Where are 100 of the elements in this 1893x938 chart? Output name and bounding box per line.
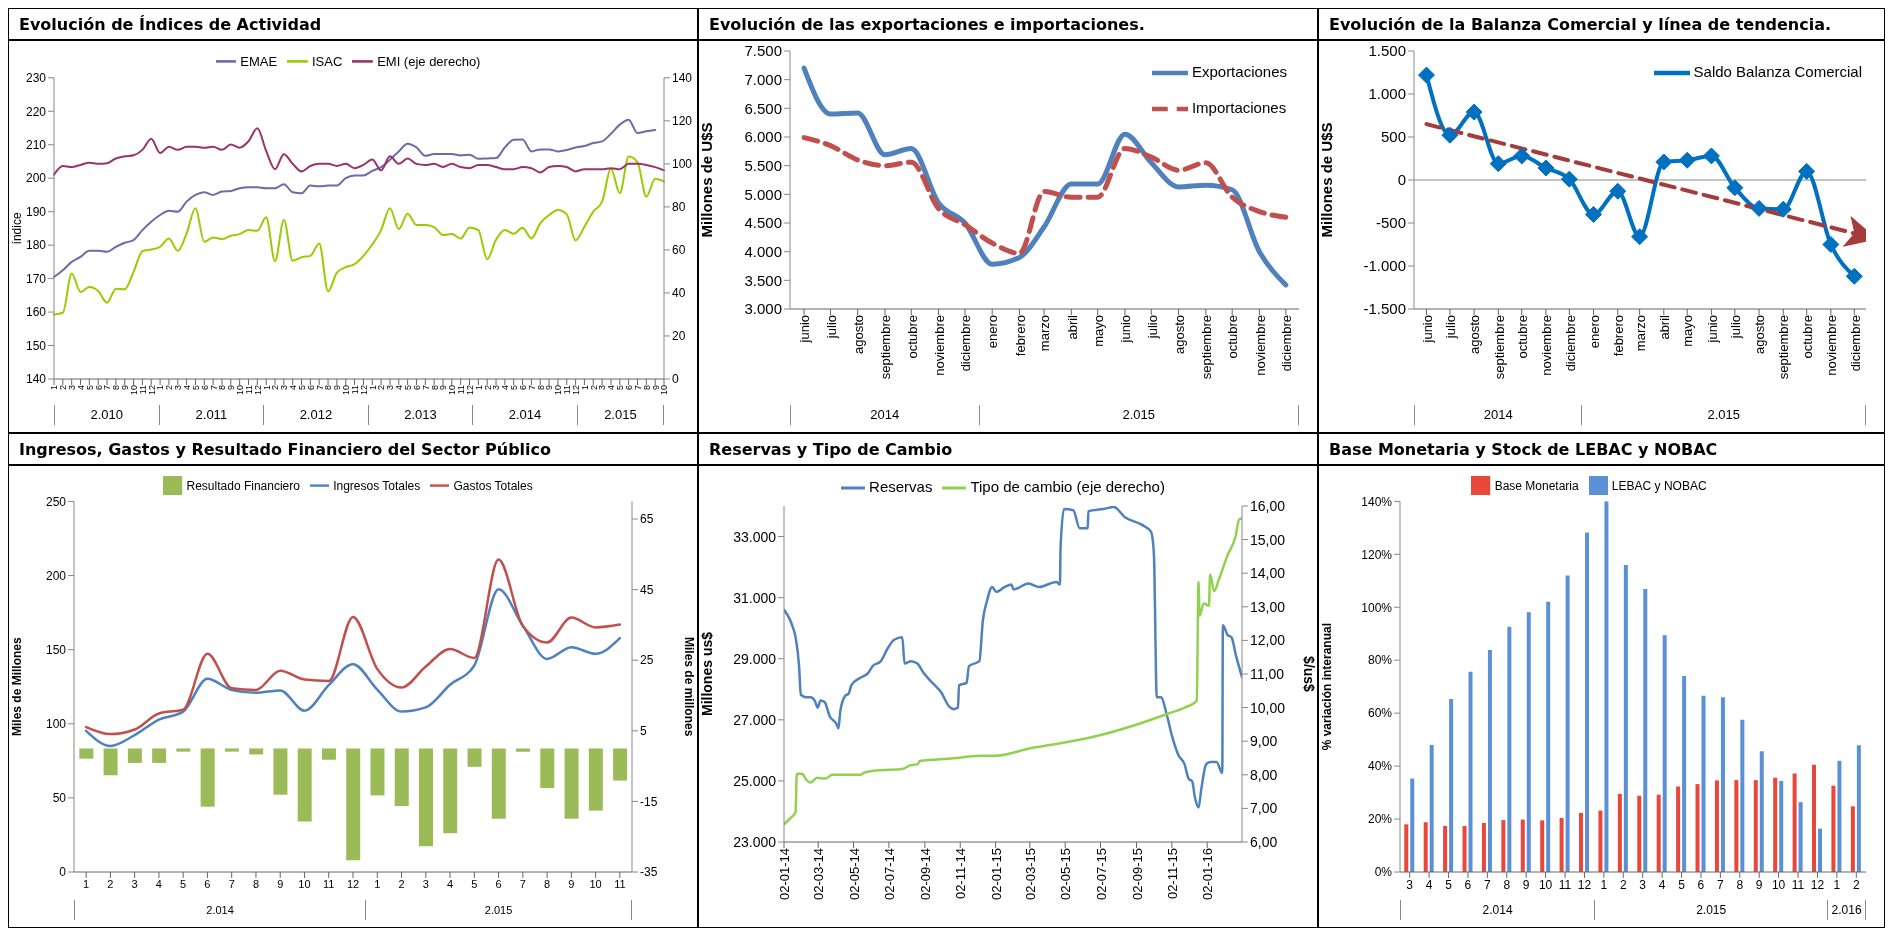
x-tick-label: 1 xyxy=(1600,877,1608,892)
x-tick-label: 1 xyxy=(367,385,378,391)
legend-label: Saldo Balanza Comercial xyxy=(1693,63,1862,81)
x-tick-label: 1 xyxy=(155,385,166,391)
x-tick-label: 4 xyxy=(75,385,86,391)
x-tick-label: enero xyxy=(985,315,1001,349)
x-tick-label: 2 xyxy=(588,385,599,391)
text: 2.016 xyxy=(1827,900,1866,920)
x-tick-label: 10 xyxy=(553,385,564,396)
x-tick-label: 12 xyxy=(1810,877,1825,892)
x-tick-label: julio xyxy=(1728,315,1744,340)
x-tick-label: 9 xyxy=(544,385,555,391)
x-tick-label: 8 xyxy=(544,877,551,890)
x-tick-label: junio xyxy=(797,315,813,344)
x-tick-label: 8 xyxy=(535,385,546,391)
x-tick-label: 11 xyxy=(562,385,573,395)
x-tick-label: 02-09-14 xyxy=(918,848,934,901)
x-tick-label: 7 xyxy=(519,877,526,890)
y-tick-label: 500 xyxy=(1380,128,1406,146)
y-axis-title: índice xyxy=(10,212,25,245)
y2-tick-label: 40 xyxy=(672,286,686,301)
x-tick-label: 11 xyxy=(1791,877,1805,892)
y-axis-title: Millones de U$S xyxy=(698,122,716,238)
y2-tick-label: 120 xyxy=(672,114,693,129)
x-tick-label: 10 xyxy=(1771,877,1786,892)
y-tick-label: 6.500 xyxy=(744,99,782,117)
text: 2.014 xyxy=(472,405,577,425)
x-tick-label: 7 xyxy=(632,385,643,391)
x-tick-label: 10 xyxy=(659,385,670,396)
x-tick-label: 3 xyxy=(131,877,138,890)
legend-label: EMAE xyxy=(240,53,278,69)
y-tick-label: 200 xyxy=(45,568,67,583)
x-tick-label: 6 xyxy=(495,877,502,890)
chart-title: Base Monetaria y Stock de LEBAC y NOBAC xyxy=(1319,434,1884,466)
y-tick-label: 0% xyxy=(1374,865,1393,880)
x-tick-label: noviembre xyxy=(1824,315,1840,376)
y-tick-label: 100 xyxy=(45,717,67,731)
y2-tick-label: 6,00 xyxy=(1250,833,1278,850)
x-tick-label: agosto xyxy=(1752,315,1768,355)
x-tick-label: 12 xyxy=(1577,877,1592,892)
x-tick-label: 11 xyxy=(1558,877,1572,892)
y2-tick-label: 11,00 xyxy=(1250,665,1285,682)
y-tick-label: 170 xyxy=(25,271,47,286)
x-tick-label: 5 xyxy=(180,877,187,890)
text: 2.011 xyxy=(158,405,264,425)
x-tick-label: 12 xyxy=(570,385,581,396)
y-tick-label: 160 xyxy=(25,305,47,320)
x-tick-label: julio xyxy=(823,315,839,340)
x-tick-label: 3 xyxy=(491,385,502,391)
y2-tick-label: 140 xyxy=(672,71,693,86)
x-tick-label: junio xyxy=(1704,315,1720,344)
x-tick-label: 7 xyxy=(420,385,431,391)
legend-label: Tipo de cambio (eje derecho) xyxy=(970,478,1165,496)
x-tick-label: 5 xyxy=(1678,877,1686,892)
y2-tick-label: 10,00 xyxy=(1250,699,1286,716)
y-tick-label: 33.000 xyxy=(733,528,777,545)
x-tick-label: 7 xyxy=(102,385,113,391)
x-tick-label: 3 xyxy=(597,385,608,391)
y-axis-title: Millones us$ xyxy=(698,631,715,717)
x-tick-label: 2 xyxy=(164,385,175,391)
x-tick-label: 10 xyxy=(128,385,139,396)
y-tick-label: 140% xyxy=(1361,494,1393,509)
x-tick-label: diciembre xyxy=(1847,315,1863,372)
y-tick-label: 210 xyxy=(25,137,47,152)
y2-tick-label: -35 xyxy=(640,865,658,880)
x-tick-label: abril xyxy=(1064,314,1080,340)
legend-label: Reservas xyxy=(869,478,933,496)
x-tick-label: 11 xyxy=(243,385,254,395)
x-tick-label: 5 xyxy=(190,385,201,391)
chart-title: Ingresos, Gastos y Resultado Financiero del Sector Público xyxy=(9,434,697,466)
x-tick-label: 2 xyxy=(1852,877,1860,892)
x-tick-label: 12 xyxy=(358,385,369,396)
x-tick-label: 6 xyxy=(204,877,211,890)
legend-label: LEBAC y NOBAC xyxy=(1611,479,1707,493)
x-tick-label: 4 xyxy=(606,385,617,391)
x-tick-label: 3 xyxy=(422,877,429,890)
x-tick-label: 9 xyxy=(650,385,661,391)
x-tick-label: 9 xyxy=(332,385,343,391)
x-tick-label: 6 xyxy=(411,385,422,391)
x-tick-label: 11 xyxy=(349,385,360,395)
x-tick-label: enero xyxy=(1586,315,1602,349)
x-tick-label: 5 xyxy=(509,385,520,391)
x-tick-label: 8 xyxy=(641,385,652,391)
x-tick-label: 4 xyxy=(288,385,299,391)
x-tick-label: 11 xyxy=(456,385,467,395)
text: 2.012 xyxy=(263,405,368,425)
legend-label: Importaciones xyxy=(1191,99,1287,117)
text: 2.015 xyxy=(365,900,632,920)
x-tick-label: 02-05-15 xyxy=(1058,848,1074,901)
text: 2.010 xyxy=(54,405,159,425)
x-tick-label: 10 xyxy=(589,877,602,890)
legend-label: Ingresos Totales xyxy=(333,479,421,493)
y2-tick-label: 15,00 xyxy=(1250,531,1286,548)
y-tick-label: 1.500 xyxy=(1368,42,1406,60)
x-tick-label: 9 xyxy=(1755,877,1763,892)
y2-tick-label: 20 xyxy=(672,329,686,344)
y2-tick-label: -15 xyxy=(640,794,658,809)
y-tick-label: 7.000 xyxy=(744,70,782,88)
text: 2.015 xyxy=(576,405,664,425)
y2-axis-title: $/us$ xyxy=(1301,656,1318,693)
